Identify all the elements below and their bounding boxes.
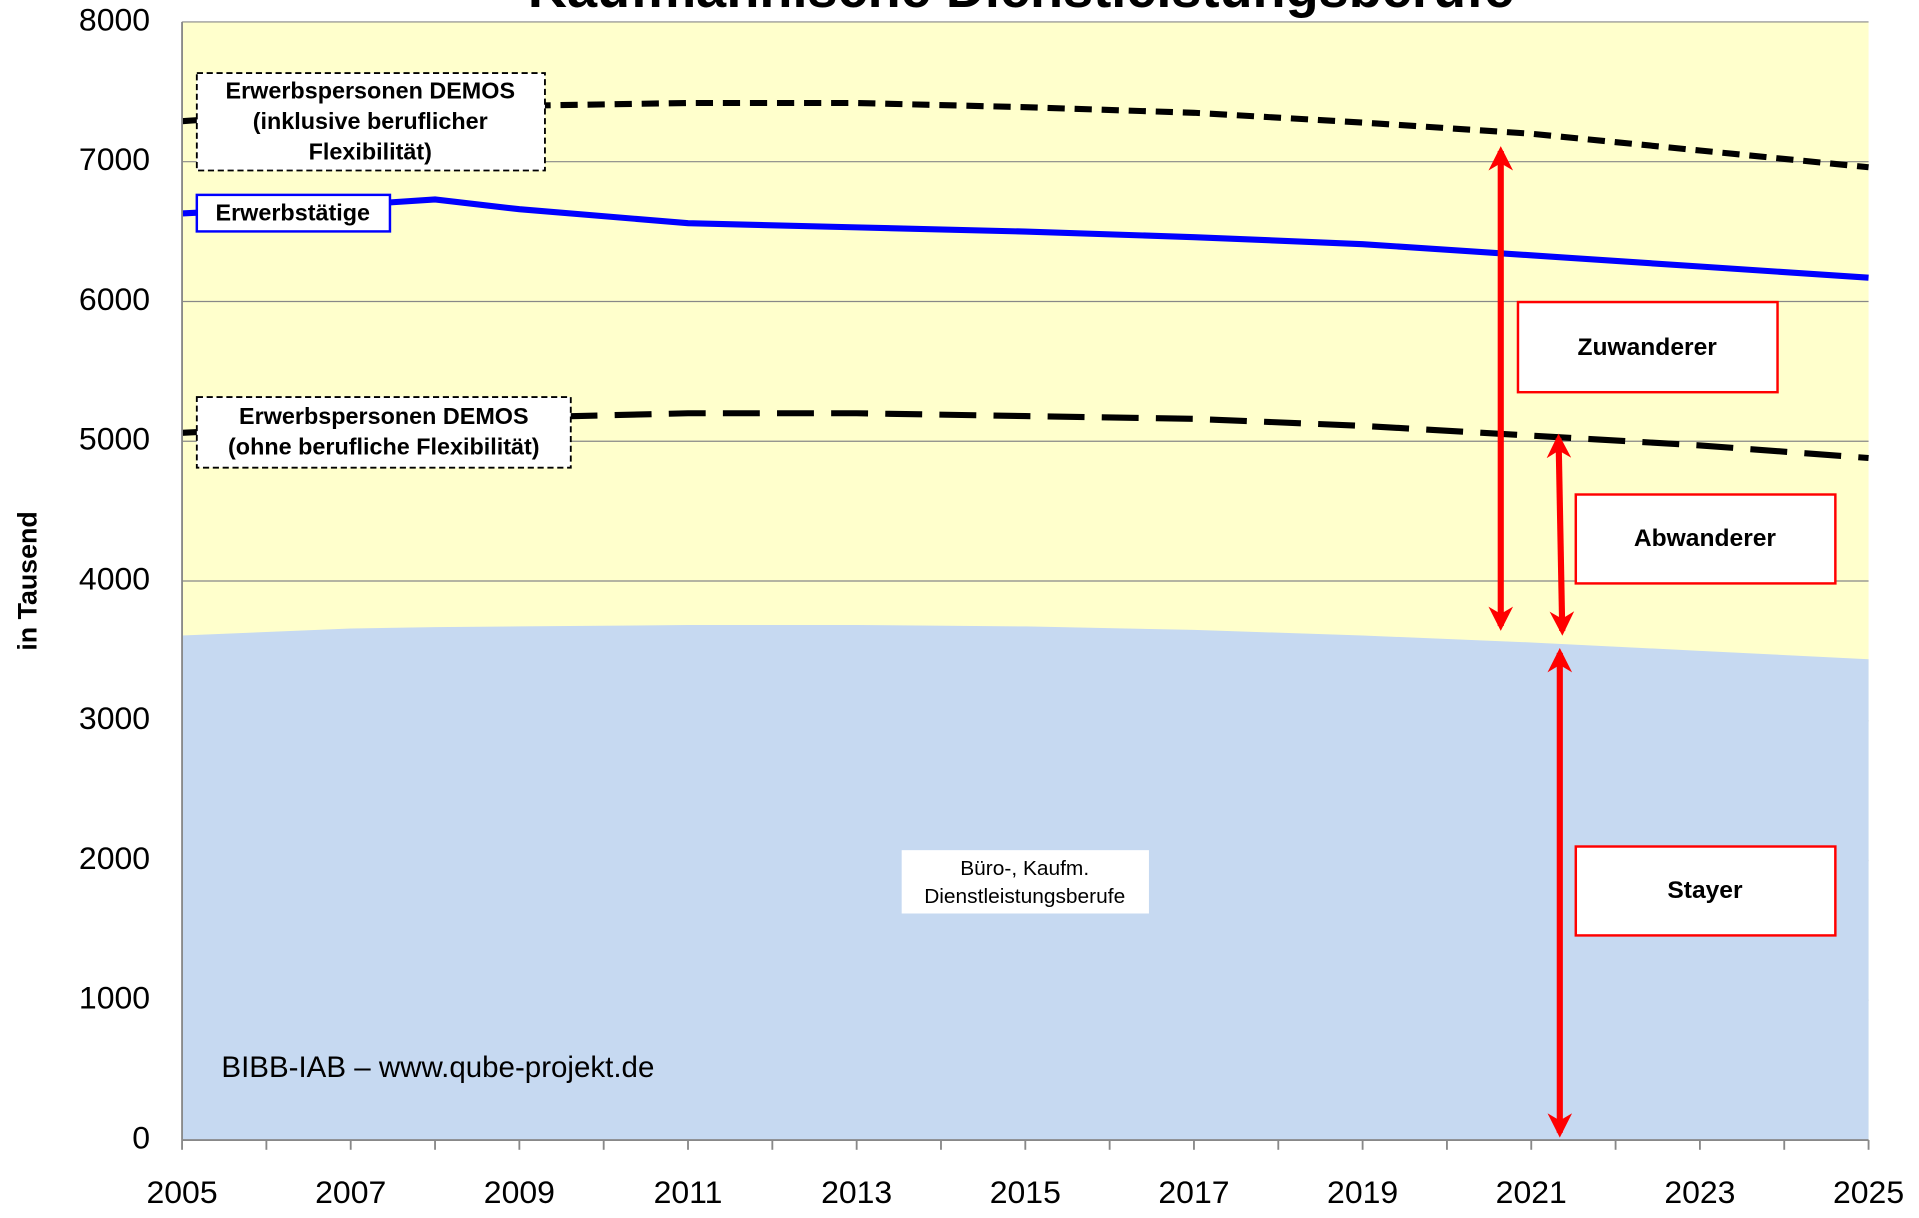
annotation: Abwanderer	[1634, 525, 1777, 552]
series-label: Flexibilität)	[309, 139, 432, 165]
arrows	[1488, 146, 1575, 1138]
x-tick-label: 2025	[1833, 1174, 1904, 1210]
label-box	[901, 850, 1149, 914]
y-tick-label: 5000	[79, 421, 150, 457]
series-label: Erwerbstätige	[216, 200, 371, 226]
x-tick-label: 2007	[315, 1174, 386, 1210]
series-labels: Erwerbspersonen DEMOS (inklusive berufli…	[195, 72, 1149, 914]
x-tick-label: 2011	[654, 1174, 723, 1210]
chart-title: Kaufmännische Dienstleistungsberufe	[528, 0, 1514, 19]
y-tick-label: 6000	[79, 281, 150, 317]
label-box	[195, 396, 572, 469]
y-tick-label: 1000	[79, 980, 150, 1016]
arrow	[1546, 433, 1575, 636]
annotation-box	[1574, 493, 1837, 585]
source-note: BIBB-IAB – www.qube-projekt.de	[221, 1051, 654, 1084]
y-tick-label: 0	[132, 1120, 150, 1156]
y-tick-label: 4000	[79, 560, 150, 596]
annotation: Stayer	[1667, 877, 1743, 904]
annotation-boxes: Zuwanderer Abwanderer Stayer	[1516, 300, 1837, 937]
series-label: Büro-, Kaufm.	[960, 857, 1089, 880]
x-tick-label: 2017	[1158, 1174, 1229, 1210]
series-label: Erwerbspersonen DEMOS	[225, 78, 515, 104]
line	[181, 196, 1869, 281]
series-label: Erwerbspersonen DEMOS	[239, 403, 529, 429]
line	[181, 99, 1869, 171]
x-tick-label: 2019	[1327, 1174, 1398, 1210]
x-tick-label: 2013	[821, 1174, 892, 1210]
x-tick-label: 2021	[1496, 1174, 1567, 1210]
y-tick-label: 8000	[79, 1, 150, 37]
y-tick-label: 3000	[79, 700, 150, 736]
label-box	[195, 72, 546, 172]
series-label: (inklusive beruflicher	[253, 108, 488, 134]
series-label: Dienstleistungsberufe	[924, 885, 1125, 908]
label-box	[195, 193, 392, 233]
annotation-box	[1516, 300, 1779, 394]
annotation-box	[1574, 845, 1837, 937]
x-tick-label: 2009	[484, 1174, 555, 1210]
y-axis-label: in Tausend	[13, 511, 43, 650]
x-tick-label: 2023	[1664, 1174, 1735, 1210]
y-tick-label: 7000	[79, 141, 150, 177]
annotation: Zuwanderer	[1577, 334, 1717, 361]
x-tick-label: 2005	[146, 1174, 217, 1210]
series-label: (ohne berufliche Flexibilität)	[228, 433, 540, 459]
x-tick-label: 2015	[990, 1174, 1061, 1210]
y-tick-label: 2000	[79, 840, 150, 876]
